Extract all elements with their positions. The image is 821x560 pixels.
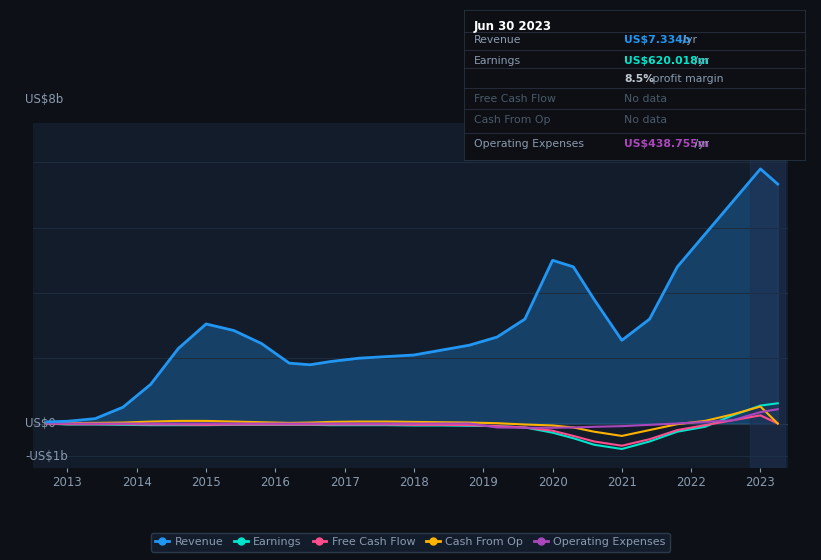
Text: US$8b: US$8b (25, 93, 63, 106)
Text: /yr: /yr (679, 35, 697, 45)
Text: Cash From Op: Cash From Op (474, 115, 551, 124)
Text: No data: No data (624, 115, 667, 124)
Text: No data: No data (624, 94, 667, 104)
Text: Free Cash Flow: Free Cash Flow (474, 94, 556, 104)
Text: profit margin: profit margin (649, 74, 723, 84)
Text: US$0: US$0 (25, 417, 56, 430)
Text: /yr: /yr (691, 138, 709, 148)
Text: 8.5%: 8.5% (624, 74, 654, 84)
Text: Earnings: Earnings (474, 56, 521, 66)
Text: US$438.755m: US$438.755m (624, 138, 709, 148)
Text: -US$1b: -US$1b (25, 450, 68, 463)
Legend: Revenue, Earnings, Free Cash Flow, Cash From Op, Operating Expenses: Revenue, Earnings, Free Cash Flow, Cash … (151, 533, 670, 552)
Text: Jun 30 2023: Jun 30 2023 (474, 20, 552, 33)
Text: Operating Expenses: Operating Expenses (474, 138, 584, 148)
Text: /yr: /yr (691, 56, 709, 66)
Bar (750, 123, 785, 468)
Text: Revenue: Revenue (474, 35, 521, 45)
Text: US$7.334b: US$7.334b (624, 35, 690, 45)
Text: US$620.018m: US$620.018m (624, 56, 709, 66)
